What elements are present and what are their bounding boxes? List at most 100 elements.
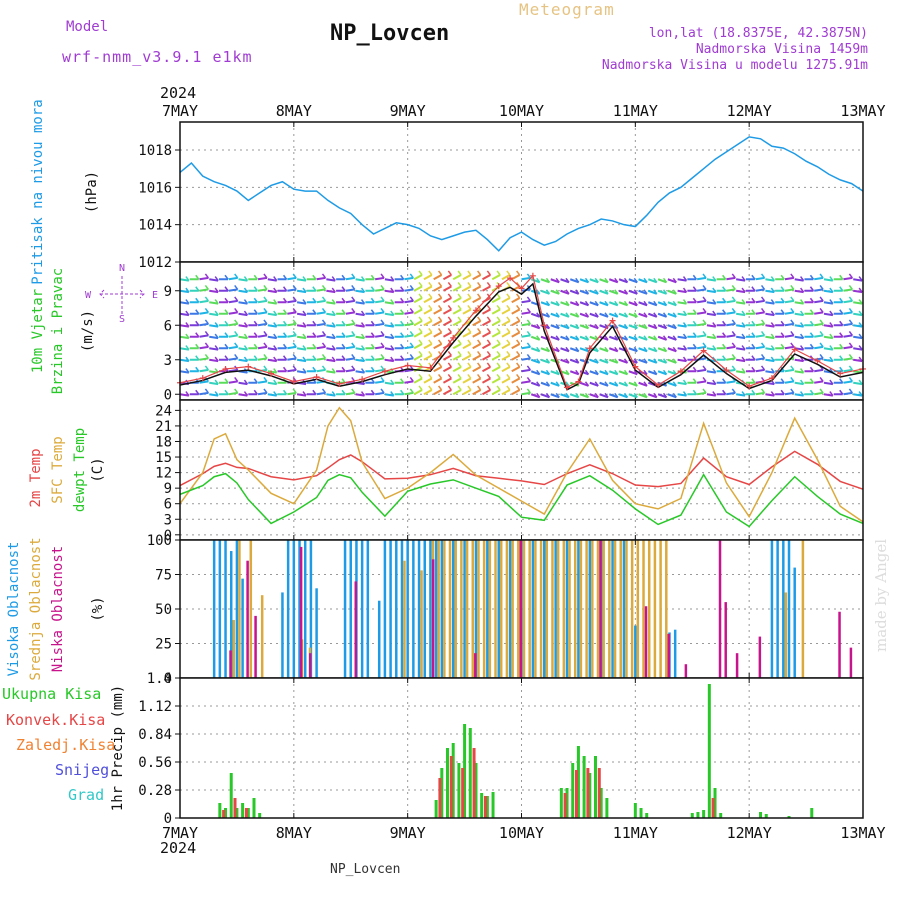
wind-barb — [706, 381, 716, 386]
bar-ukupna-kisa — [713, 788, 717, 818]
bar-visoka-oblacnost — [366, 540, 370, 678]
wind-barb-flag — [409, 342, 414, 348]
wind-barb — [765, 393, 775, 397]
wind-barb — [628, 347, 638, 353]
bar-konvek-kisa — [461, 768, 465, 818]
bar-srednja-oblacnost — [579, 540, 583, 678]
wind-barb — [814, 288, 824, 292]
wind-barb — [706, 312, 716, 317]
wind-barb-flag — [751, 274, 756, 280]
wind-barb — [413, 331, 423, 338]
wind-barb-flag — [477, 327, 482, 333]
wind-barb — [853, 381, 863, 386]
wind-barb — [540, 381, 550, 387]
wind-barb-flag — [253, 355, 258, 361]
bar-srednja-oblacnost — [494, 540, 497, 678]
wind-barb-flag — [351, 319, 356, 325]
bar-visoka-oblacnost — [389, 540, 392, 678]
wind-barb-flag — [858, 333, 863, 339]
wind-barb — [296, 347, 307, 351]
wind-barb — [784, 334, 794, 338]
gust-marker — [290, 378, 297, 385]
wind-barb — [530, 358, 541, 364]
bar-niska-oblacnost — [599, 540, 602, 678]
series-line-brzina — [179, 282, 864, 391]
wind-barb-flag — [858, 276, 863, 282]
wind-barb-flag — [312, 309, 317, 315]
wind-barb — [726, 334, 736, 338]
wind-barb — [550, 289, 560, 295]
wind-barb-flag — [302, 391, 307, 397]
wind-barb-flag — [390, 333, 395, 339]
wind-barb-flag — [702, 296, 707, 302]
wind-barb — [843, 288, 853, 292]
wind-barb-flag — [390, 391, 395, 397]
wind-barb — [423, 389, 433, 396]
wind-barb-flag — [662, 289, 668, 295]
wind-barb — [736, 312, 746, 317]
bar-visoka-oblacnost — [235, 540, 239, 678]
wind-barb — [404, 299, 414, 304]
wind-barb-flag — [351, 284, 356, 290]
wind-barb — [843, 345, 853, 350]
bar-ukupna-kisa — [764, 814, 768, 818]
wind-barb-flag — [584, 381, 590, 387]
gust-marker — [472, 307, 479, 314]
wind-barb — [316, 311, 326, 315]
wind-barb — [823, 301, 834, 305]
bar-ukupna-kisa — [759, 812, 763, 818]
bar-niska-oblacnost — [254, 615, 257, 678]
wind-barb-flag — [321, 284, 327, 290]
wind-barb-flag — [643, 392, 648, 398]
wind-barb-flag — [702, 330, 707, 336]
wind-barb — [736, 278, 746, 282]
wind-barb-flag — [536, 289, 541, 295]
bar-srednja-oblacnost — [647, 540, 651, 678]
wind-barb — [638, 381, 648, 387]
wind-barb-flag — [565, 312, 570, 318]
wind-barb — [794, 278, 804, 282]
bar-niska-oblacnost — [735, 653, 739, 678]
credit: made by Angel — [872, 538, 890, 652]
wind-barb-flag — [486, 350, 491, 356]
wind-barb — [677, 347, 687, 351]
wind-barb-flag — [633, 369, 638, 375]
wind-barb-flag — [555, 392, 560, 398]
wind-barb-flag — [702, 342, 707, 348]
bar-visoka-oblacnost — [286, 540, 290, 678]
wind-barb — [209, 289, 219, 294]
wind-barb — [736, 393, 746, 397]
wind-barb-flag — [516, 339, 521, 345]
wind-barb-flag — [380, 388, 385, 394]
wind-barb-flag — [809, 286, 815, 292]
wind-barb — [462, 331, 472, 338]
wind-barb-flag — [302, 287, 307, 293]
wind-barb — [199, 322, 209, 327]
wind-barb-flag — [516, 327, 521, 333]
wind-barb — [569, 393, 580, 399]
wind-barb — [589, 289, 599, 295]
wind-barb — [452, 297, 462, 304]
bar-niska-oblacnost — [519, 540, 523, 678]
wind-barb-flag — [312, 366, 317, 372]
wind-barb — [491, 389, 501, 396]
wind-barb-flag — [457, 293, 462, 299]
wind-barb-flag — [643, 335, 648, 341]
wind-barb-flag — [486, 327, 491, 333]
bar-visoka-oblacnost — [463, 540, 466, 678]
wind-barb-flag — [409, 284, 414, 290]
wind-barb — [179, 370, 190, 374]
wind-barb-flag — [409, 307, 414, 313]
wind-barb — [326, 347, 336, 351]
wind-barb — [287, 311, 297, 315]
wind-barb — [589, 312, 599, 318]
wind-barb-flag — [282, 309, 288, 315]
x-tick-label-top: 10MAY — [499, 102, 544, 120]
bar-srednja-oblacnost — [573, 540, 577, 678]
bar-srednja-oblacnost — [801, 540, 805, 678]
wind-barb — [843, 322, 853, 327]
wind-barb-flag — [428, 350, 433, 356]
series-group-wind — [177, 270, 866, 399]
wind-barb — [618, 324, 628, 330]
bar-srednja-oblacnost — [420, 570, 423, 678]
